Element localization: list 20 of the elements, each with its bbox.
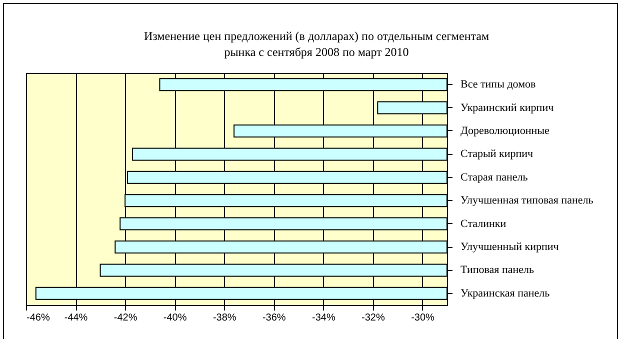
x-tick-label: -40%	[163, 312, 187, 324]
y-tick-label: Украинский кирпич	[460, 102, 554, 114]
x-tick-label: -44%	[64, 312, 88, 324]
y-tick-label: Типовая панель	[460, 264, 534, 276]
x-tick-label: -38%	[212, 312, 236, 324]
x-tick-label: -32%	[362, 312, 385, 324]
y-tick-label: Украинская панель	[460, 287, 550, 300]
y-tick-label: Все типы домов	[460, 78, 536, 91]
y-tick-label: Сталинки	[460, 218, 506, 230]
chart-title: Изменение цен предложений (в долларах) по отдельным сегментам рынка с сентября 2008 по март 2010	[144, 29, 490, 59]
x-tick-label: -46%	[26, 312, 50, 324]
y-tick-label: Старый кирпич	[460, 148, 534, 160]
y-tick-label: Улучшенный кирпич	[460, 241, 560, 253]
y-tick-label: Дореволюционные	[460, 125, 550, 137]
y-tick-label: Улучшенная типовая панель	[460, 194, 594, 207]
x-tick-label: -42%	[114, 312, 138, 324]
x-tick-label: -34%	[312, 312, 336, 324]
y-tick-label: Старая панель	[460, 171, 528, 184]
x-tick-label: -30%	[411, 312, 435, 324]
x-tick-label: -36%	[262, 312, 286, 324]
